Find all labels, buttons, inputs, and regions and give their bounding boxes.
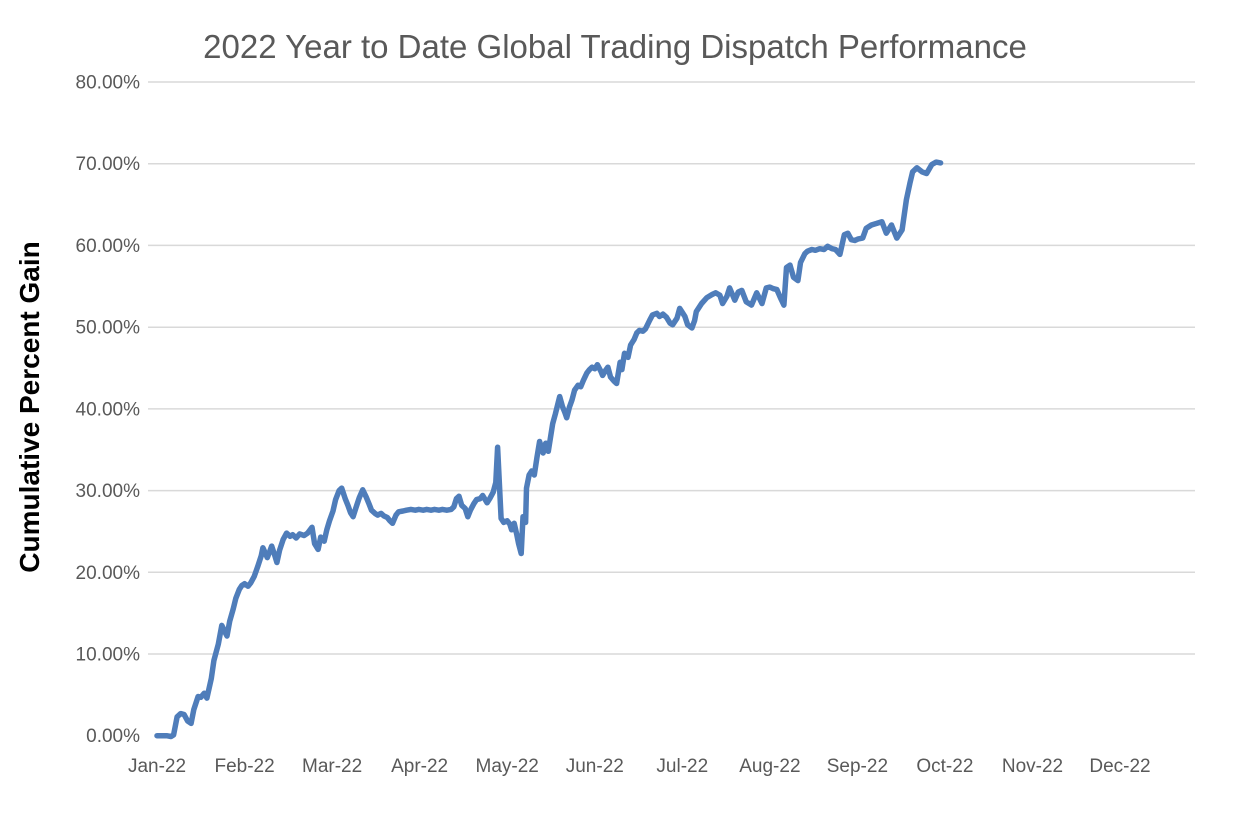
x-tick-label: May-22 xyxy=(476,756,539,777)
x-tick-label: Sep-22 xyxy=(827,756,888,777)
gridlines xyxy=(148,81,1195,655)
x-tick-label: Feb-22 xyxy=(214,756,274,777)
x-tick-label: Mar-22 xyxy=(302,756,362,777)
x-tick-label: Dec-22 xyxy=(1089,756,1150,777)
y-tick-labels: 0.00% 10.00% 20.00% 30.00% 40.00% 50.00% 60.00… xyxy=(76,73,141,748)
x-tick-label: Aug-22 xyxy=(739,756,800,777)
y-tick-label: 40.00% xyxy=(76,399,141,420)
x-tick-label: Jan-22 xyxy=(128,756,186,777)
y-tick-label: 80.00% xyxy=(76,73,141,94)
x-tick-label: Oct-22 xyxy=(916,756,973,777)
x-tick-label: Jun-22 xyxy=(566,756,624,777)
y-tick-label: 70.00% xyxy=(76,154,141,175)
y-tick-label: 0.00% xyxy=(86,726,140,747)
x-tick-label: Jul-22 xyxy=(656,756,708,777)
y-tick-label: 60.00% xyxy=(76,236,141,257)
x-tick-label: Apr-22 xyxy=(391,756,448,777)
y-tick-label: 30.00% xyxy=(76,481,141,502)
y-axis-title: Cumulative Percent Gain xyxy=(14,241,45,573)
y-tick-label: 10.00% xyxy=(76,645,141,666)
x-tick-label: Nov-22 xyxy=(1002,756,1063,777)
chart-title: 2022 Year to Date Global Trading Dispatc… xyxy=(203,28,1027,65)
y-tick-label: 20.00% xyxy=(76,563,141,584)
x-tick-labels: Jan-22 Feb-22 Mar-22 Apr-22 May-22 Jun-22 Jul-… xyxy=(128,756,1151,777)
y-tick-label: 50.00% xyxy=(76,318,141,339)
series-line-cumulative-percent-gain xyxy=(154,159,944,740)
series-group xyxy=(154,159,944,740)
